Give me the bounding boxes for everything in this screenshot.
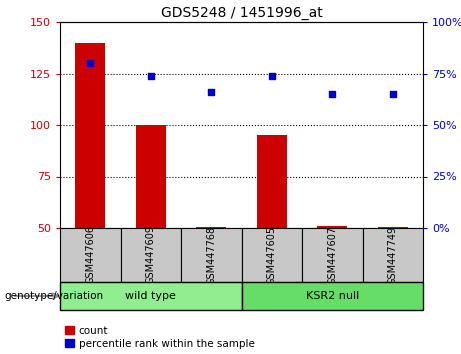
Bar [302, 228, 362, 282]
Bar [75, 42, 106, 228]
Text: KSR2 null: KSR2 null [306, 291, 359, 301]
Text: wild type: wild type [125, 291, 176, 301]
Text: GSM447749: GSM447749 [388, 225, 398, 285]
Point [268, 73, 275, 78]
Point [389, 91, 396, 97]
Bar [136, 125, 166, 228]
Point [207, 89, 215, 95]
Bar [196, 227, 226, 228]
Point [329, 91, 336, 97]
Legend: count, percentile rank within the sample: count, percentile rank within the sample [65, 326, 254, 349]
Bar [378, 227, 408, 228]
Title: GDS5248 / 1451996_at: GDS5248 / 1451996_at [160, 6, 322, 19]
Text: genotype/variation: genotype/variation [5, 291, 104, 301]
Bar [362, 228, 423, 282]
Point [147, 73, 154, 78]
Bar [120, 228, 181, 282]
Bar [257, 135, 287, 228]
Text: GSM447768: GSM447768 [206, 225, 216, 285]
Bar [317, 226, 348, 228]
Bar [242, 282, 423, 310]
Text: GSM447609: GSM447609 [146, 225, 156, 285]
Text: GSM447607: GSM447607 [327, 225, 337, 285]
Bar [181, 228, 242, 282]
Bar [60, 228, 120, 282]
Text: GSM447606: GSM447606 [85, 225, 95, 285]
Bar [242, 228, 302, 282]
Bar [60, 282, 242, 310]
Point [87, 61, 94, 66]
Text: GSM447605: GSM447605 [267, 225, 277, 285]
